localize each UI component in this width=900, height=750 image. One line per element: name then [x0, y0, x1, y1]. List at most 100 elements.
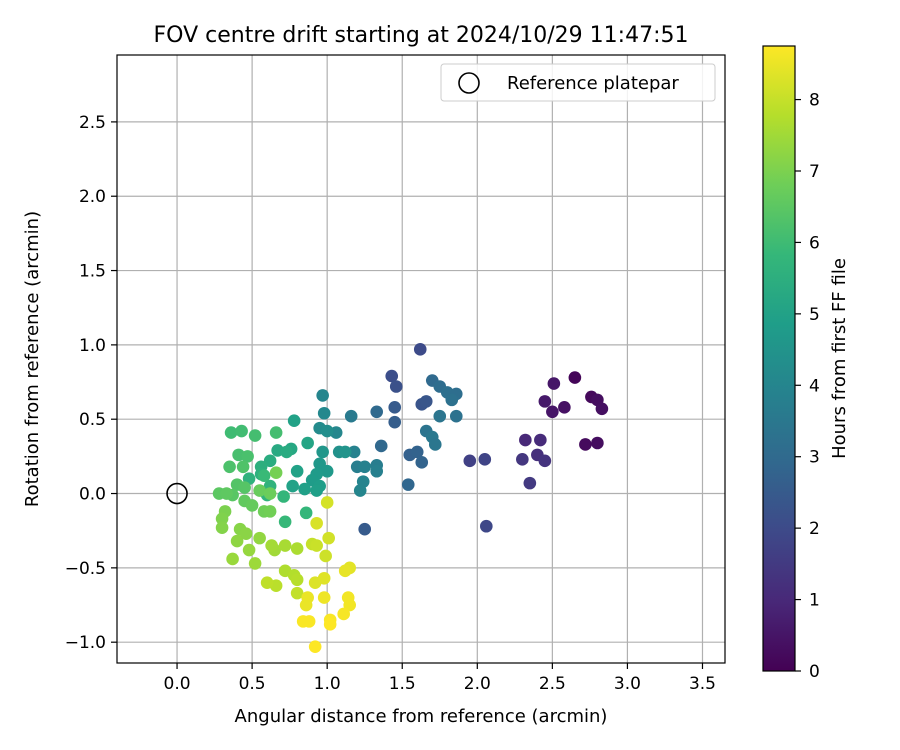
data-point	[278, 539, 292, 552]
data-point	[253, 484, 266, 497]
data-point	[338, 564, 352, 578]
data-point	[419, 395, 433, 408]
data-point	[298, 482, 311, 496]
data-point	[310, 539, 323, 552]
data-point	[516, 453, 529, 466]
data-point	[215, 521, 229, 535]
data-point	[263, 505, 277, 518]
plot-area	[116, 54, 726, 664]
x-axis-label: Angular distance from reference (arcmin)	[235, 706, 608, 727]
data-point	[235, 424, 248, 438]
data-point	[591, 436, 604, 450]
data-point	[322, 531, 335, 545]
colorbar: 0 1 2 3 4 5 6 7 8 Hours from first FF file	[762, 45, 850, 682]
data-point	[257, 469, 271, 482]
y-axis-label: Rotation from reference (arcmin)	[22, 211, 43, 507]
data-point	[374, 439, 388, 453]
data-point	[290, 573, 304, 587]
axis-ticks: 0.0 0.5 1.0 1.5 2.0 2.5 3.0 3.5 −1.0 −0.5 0.0 0.5 1.…	[65, 113, 716, 694]
data-point	[370, 464, 384, 478]
y-tick-label: 2.5	[79, 113, 106, 133]
data-point	[358, 460, 372, 474]
colorbar-tick-label: 0	[809, 662, 820, 682]
data-point	[323, 618, 337, 631]
data-point	[316, 445, 329, 459]
data-point	[248, 557, 262, 570]
x-tick-label: 1.0	[314, 674, 341, 694]
y-tick-label: −0.5	[65, 559, 106, 579]
data-point	[290, 586, 304, 600]
data-point	[226, 552, 239, 566]
data-point	[317, 591, 331, 604]
data-point	[290, 542, 304, 555]
data-point	[223, 460, 236, 474]
colorbar-tick-label: 4	[809, 376, 820, 396]
colorbar-tick-label: 7	[809, 162, 820, 182]
colorbar-tick-label: 2	[809, 519, 820, 539]
data-point	[538, 395, 552, 408]
y-tick-label: 0.5	[79, 410, 106, 430]
colorbar-tick-label: 1	[809, 591, 820, 611]
grid	[117, 55, 725, 663]
data-point	[263, 487, 277, 500]
data-point	[310, 484, 323, 497]
data-point	[413, 343, 427, 356]
data-point	[269, 466, 283, 480]
data-point	[263, 454, 277, 468]
y-tick-label: −1.0	[65, 633, 106, 653]
data-point	[236, 460, 250, 474]
data-point	[238, 481, 251, 494]
data-point	[558, 401, 571, 414]
colorbar-label: Hours from first FF file	[829, 258, 850, 459]
data-point	[290, 464, 304, 478]
data-point	[277, 490, 290, 503]
data-point	[278, 515, 292, 529]
data-point	[320, 424, 334, 438]
x-tick-label: 0.5	[239, 674, 266, 694]
data-point	[546, 405, 559, 419]
reference-platepar-point	[166, 482, 188, 505]
legend: Reference platepar	[440, 63, 716, 102]
data-point	[220, 487, 233, 500]
legend-marker-reference-circle	[458, 72, 480, 94]
data-point	[579, 438, 592, 451]
data-point	[265, 539, 278, 552]
data-point	[523, 476, 537, 490]
data-point	[248, 429, 262, 442]
data-point	[410, 445, 424, 459]
data-point	[310, 516, 323, 530]
data-point	[449, 409, 463, 423]
data-point	[415, 456, 429, 469]
colorbar-frame	[762, 45, 796, 672]
x-tick-label: 2.0	[464, 674, 491, 694]
data-point	[547, 377, 561, 390]
data-point	[253, 531, 266, 545]
y-tick-label: 0.0	[79, 485, 106, 505]
x-tick-label: 3.5	[689, 674, 716, 694]
data-point	[358, 522, 372, 536]
data-point	[317, 571, 331, 585]
data-point	[401, 478, 415, 491]
data-point	[316, 389, 329, 402]
data-point	[353, 484, 367, 497]
x-tick-label: 1.5	[389, 674, 416, 694]
legend-label: Reference platepar	[507, 73, 679, 94]
data-point	[320, 464, 334, 478]
data-point	[445, 393, 459, 407]
data-point	[302, 615, 316, 628]
data-point	[308, 640, 322, 653]
colorbar-gradient	[763, 46, 795, 671]
x-tick-label: 3.0	[614, 674, 641, 694]
data-point	[343, 598, 356, 612]
data-point	[245, 499, 259, 512]
data-point	[286, 479, 299, 493]
data-point	[385, 369, 399, 383]
legend-box	[440, 63, 716, 102]
colorbar-ticks: 0 1 2 3 4 5 6 7 8	[795, 91, 820, 682]
data-point	[215, 512, 229, 526]
chart-title: FOV centre drift starting at 2024/10/29 …	[154, 23, 689, 48]
colorbar-tick-label: 8	[809, 91, 820, 111]
colorbar-tick-label: 3	[809, 448, 820, 468]
data-points	[166, 343, 609, 653]
data-point	[389, 380, 403, 393]
